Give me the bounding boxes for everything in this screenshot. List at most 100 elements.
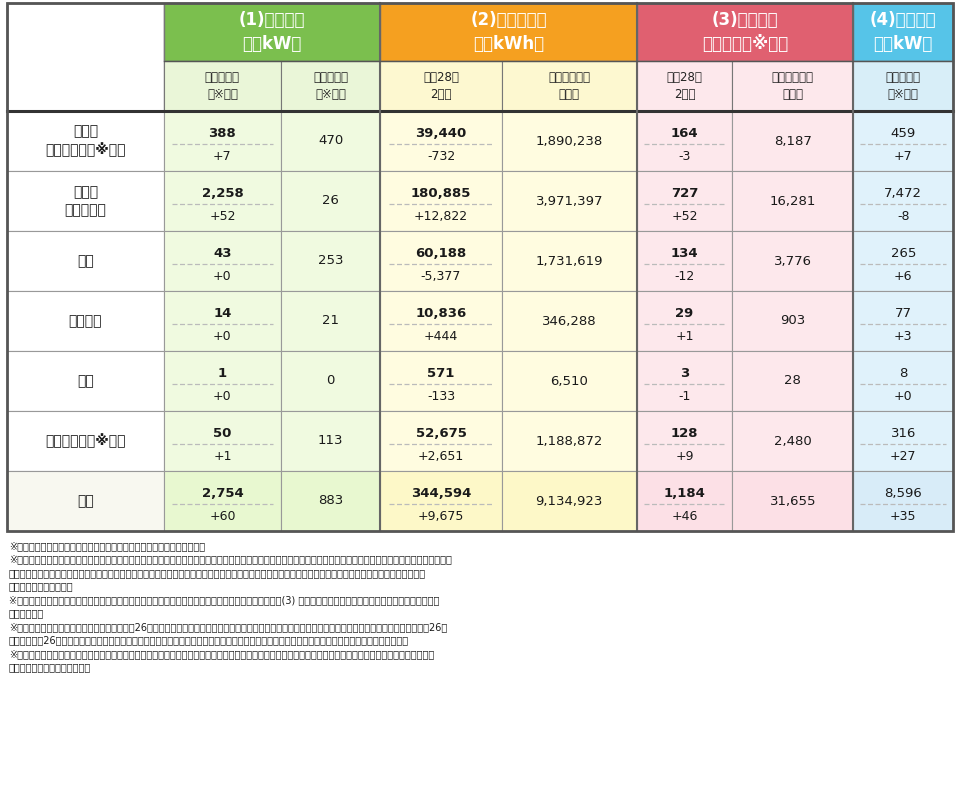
Text: (1)導入容量
（万kW）: (1)導入容量 （万kW） (239, 11, 305, 53)
Bar (732, 111, 853, 171)
Text: 265: 265 (891, 247, 916, 260)
Bar (853, 291, 953, 351)
Text: 太陽光
（非住宅）: 太陽光 （非住宅） (64, 185, 107, 217)
Bar (164, 351, 281, 411)
Text: 50: 50 (213, 427, 231, 440)
Bar (636, 351, 732, 411)
Bar (636, 291, 732, 351)
Text: -12: -12 (675, 270, 695, 284)
Text: 344,594: 344,594 (411, 487, 471, 500)
Text: 新規認定分
（※１）: 新規認定分 （※１） (204, 71, 240, 101)
Text: 3,776: 3,776 (774, 254, 812, 267)
Text: 346,288: 346,288 (542, 314, 596, 327)
Text: 883: 883 (318, 494, 344, 508)
Text: (3)買取金額
（億円）（※３）: (3)買取金額 （億円）（※３） (702, 11, 788, 53)
Text: 3,971,397: 3,971,397 (536, 194, 603, 207)
Text: 1,188,872: 1,188,872 (536, 434, 603, 447)
Text: 316: 316 (891, 427, 916, 440)
Text: 2,480: 2,480 (774, 434, 812, 447)
Bar (380, 61, 502, 111)
Bar (7, 3, 164, 111)
Bar (7, 471, 164, 531)
Text: 459: 459 (891, 126, 916, 139)
Text: 16,281: 16,281 (770, 194, 816, 207)
Bar (636, 411, 732, 471)
Bar (502, 61, 636, 111)
Text: 571: 571 (427, 367, 455, 380)
Bar (281, 471, 380, 531)
Text: 7,472: 7,472 (884, 186, 923, 200)
Text: 8,187: 8,187 (774, 134, 812, 147)
Text: +9,675: +9,675 (418, 510, 465, 523)
Text: 128: 128 (671, 427, 698, 440)
Bar (636, 61, 732, 111)
Text: -5,377: -5,377 (420, 270, 461, 284)
Bar (732, 411, 853, 471)
Text: 29: 29 (676, 307, 694, 320)
Bar (502, 231, 636, 291)
Text: 8,596: 8,596 (884, 487, 923, 500)
Text: ※２「移行認定分」とは、再エネ特措法（以下、「法」という。）施行規則第２条に規定されている、法の施行の日において既に発電を開始していた設備、もしくは、: ※２「移行認定分」とは、再エネ特措法（以下、「法」という。）施行規則第２条に規定… (9, 555, 452, 565)
Bar (853, 231, 953, 291)
Text: +3: +3 (894, 330, 912, 343)
Bar (7, 291, 164, 351)
Text: 2,258: 2,258 (202, 186, 243, 200)
Bar (380, 291, 502, 351)
Text: 52,675: 52,675 (416, 427, 467, 440)
Text: 1,184: 1,184 (663, 487, 706, 500)
Bar (502, 471, 636, 531)
Text: +60: +60 (209, 510, 235, 523)
Bar (7, 3, 953, 531)
Bar (732, 351, 853, 411)
Text: 移行した設備です。: 移行した設備です。 (9, 582, 74, 591)
Bar (7, 411, 164, 471)
Text: +35: +35 (890, 510, 917, 523)
Text: 9,134,923: 9,134,923 (536, 494, 603, 508)
Text: 平成28年
2月分: 平成28年 2月分 (666, 71, 703, 101)
Text: 10,836: 10,836 (416, 307, 467, 320)
Text: 2,754: 2,754 (202, 487, 243, 500)
Text: +444: +444 (424, 330, 458, 343)
Bar (732, 291, 853, 351)
Text: -133: -133 (427, 390, 455, 403)
Bar (281, 291, 380, 351)
Text: 地熱: 地熱 (77, 374, 94, 388)
Bar (164, 231, 281, 291)
Text: 43: 43 (213, 247, 231, 260)
Bar (732, 61, 853, 111)
Bar (281, 61, 380, 111)
Text: +0: +0 (213, 390, 231, 403)
Bar (164, 411, 281, 471)
Bar (281, 171, 380, 231)
Text: -8: -8 (897, 210, 909, 223)
Text: 253: 253 (318, 254, 344, 267)
Bar (853, 171, 953, 231)
Text: 134: 134 (671, 247, 698, 260)
Bar (281, 411, 380, 471)
Bar (380, 231, 502, 291)
Text: +1: +1 (675, 330, 694, 343)
Text: 新規認定分
（※１）: 新規認定分 （※１） (886, 71, 921, 101)
Bar (853, 351, 953, 411)
Text: 113: 113 (318, 434, 344, 447)
Bar (853, 111, 953, 171)
Bar (636, 111, 732, 171)
Bar (7, 111, 164, 171)
Text: 1,890,238: 1,890,238 (536, 134, 603, 147)
Bar (502, 171, 636, 231)
Text: 中小水力: 中小水力 (69, 314, 102, 328)
Text: 8: 8 (899, 367, 907, 380)
Text: +0: +0 (213, 330, 231, 343)
Text: 合計: 合計 (77, 494, 94, 508)
Text: 1,731,619: 1,731,619 (536, 254, 603, 267)
Text: +52: +52 (671, 210, 698, 223)
Bar (164, 61, 281, 111)
Text: 6,510: 6,510 (550, 374, 588, 387)
Text: +46: +46 (671, 510, 698, 523)
Text: 移行認定分
（※２）: 移行認定分 （※２） (313, 71, 348, 101)
Bar (502, 411, 636, 471)
Bar (732, 471, 853, 531)
Text: 77: 77 (895, 307, 912, 320)
Text: 法附則第６条第１項に定める特例太陽光発電設備（太陽光発電の余剰電力買取制度の下で買取対象となっていた設備）であって、本制度開始後に本制度へ: 法附則第６条第１項に定める特例太陽光発電設備（太陽光発電の余剰電力買取制度の下で… (9, 568, 426, 578)
Text: 14: 14 (213, 307, 231, 320)
